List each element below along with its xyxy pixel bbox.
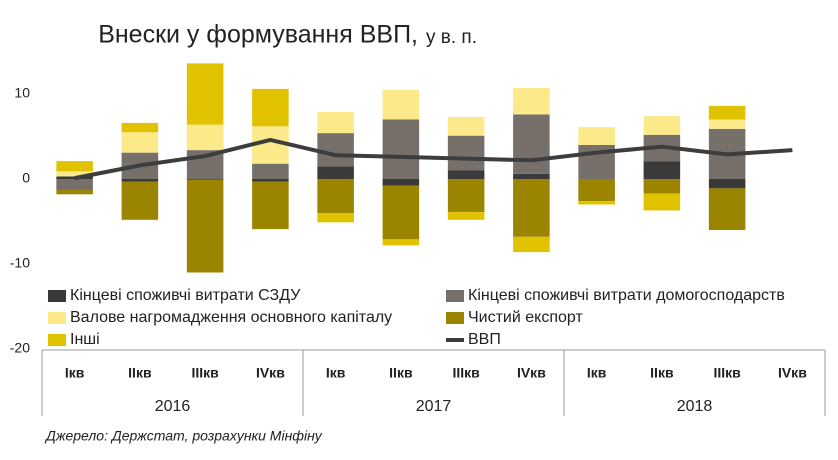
legend-label: ВВП xyxy=(468,331,501,348)
bar-segment xyxy=(578,127,615,145)
bar-segment xyxy=(56,171,93,177)
bar-segment xyxy=(708,188,746,230)
bar-segment xyxy=(252,88,289,127)
bar-segment xyxy=(317,133,354,167)
bar-segment xyxy=(513,88,550,115)
bar-segment xyxy=(121,179,159,182)
x-tick-label: Iкв xyxy=(587,365,607,381)
bar-segment xyxy=(643,161,681,179)
bar-segment xyxy=(513,236,550,253)
legend-swatch xyxy=(446,312,464,324)
legend-label: Чистий експорт xyxy=(468,309,583,326)
bar-segment xyxy=(447,170,485,179)
bar-segment xyxy=(643,179,681,194)
group-label: 2016 xyxy=(155,398,191,415)
bar-segment xyxy=(317,166,354,179)
legend-label: Кінцеві споживчі витрати СЗДУ xyxy=(70,287,301,304)
bar-segment xyxy=(382,179,420,186)
bar-segment xyxy=(447,212,485,220)
y-tick-label: -10 xyxy=(10,255,30,271)
chart-title: Внески у формування ВВП, xyxy=(98,21,418,49)
bar-segment xyxy=(252,126,289,164)
x-tick-label: IIIкв xyxy=(452,365,480,381)
legend-swatch xyxy=(48,334,66,346)
bar-segment xyxy=(643,193,681,211)
bar-segment xyxy=(317,179,354,213)
bar-segment xyxy=(121,132,159,153)
bar-segment xyxy=(447,135,485,171)
bar-segment xyxy=(578,201,615,205)
legend-swatch xyxy=(48,312,66,324)
bar-segment xyxy=(382,185,420,240)
chart-subtitle: у в. п. xyxy=(426,27,477,48)
x-tick-label: IVкв xyxy=(256,365,285,381)
legend-label: Валове нагромадження основного капіталу xyxy=(70,309,392,326)
x-tick-label: Iкв xyxy=(65,365,85,381)
bar-segment xyxy=(317,213,354,223)
x-tick-label: IIкв xyxy=(650,365,674,381)
bar-segment xyxy=(56,190,93,195)
bar-segment xyxy=(186,179,224,273)
bar-segment xyxy=(121,181,159,220)
source-note: Джерело: Держстат, розрахунки Мінфіну xyxy=(44,428,323,444)
x-tick-label: IIIкв xyxy=(713,365,741,381)
bar-segment xyxy=(708,119,746,129)
bar-segment xyxy=(56,179,93,191)
y-tick-label: 10 xyxy=(14,85,30,101)
x-tick-label: IIкв xyxy=(389,365,413,381)
legend-label: Інші xyxy=(70,331,100,348)
line-series xyxy=(74,137,793,181)
bar-segment xyxy=(252,181,289,230)
bar-segment xyxy=(186,124,224,151)
bar-segment xyxy=(382,239,420,246)
bar-segment xyxy=(186,179,224,180)
bar-segment xyxy=(513,179,550,237)
bar-segment xyxy=(252,179,289,182)
bar-segment xyxy=(382,119,420,179)
bar-segment xyxy=(56,161,93,172)
bar-segment xyxy=(447,116,485,136)
bar-segment xyxy=(708,179,746,189)
legend-swatch xyxy=(446,290,464,302)
x-tick-label: IVкв xyxy=(778,365,807,381)
bar-segment xyxy=(382,89,420,120)
legend-swatch xyxy=(48,290,66,302)
group-label: 2018 xyxy=(677,398,713,415)
y-tick-label: -20 xyxy=(10,340,30,356)
bar-segment xyxy=(513,173,550,179)
bar-segment xyxy=(121,122,159,133)
bar-segment xyxy=(186,63,224,125)
x-tick-label: IIIкв xyxy=(191,365,219,381)
x-tick-label: IIкв xyxy=(128,365,152,381)
bar-segment xyxy=(252,163,289,179)
bar-segment xyxy=(317,111,354,134)
bar-segment xyxy=(578,179,615,202)
x-tick-label: Iкв xyxy=(326,365,346,381)
y-tick-label: 0 xyxy=(22,170,30,186)
x-tick-label: IVкв xyxy=(517,365,546,381)
bar-segment xyxy=(708,105,746,120)
bar-segment xyxy=(447,179,485,213)
group-label: 2017 xyxy=(416,398,452,415)
legend-label: Кінцеві споживчі витрати домогосподарств xyxy=(468,287,785,304)
bar-segment xyxy=(643,116,681,135)
bar-segment xyxy=(513,114,550,174)
